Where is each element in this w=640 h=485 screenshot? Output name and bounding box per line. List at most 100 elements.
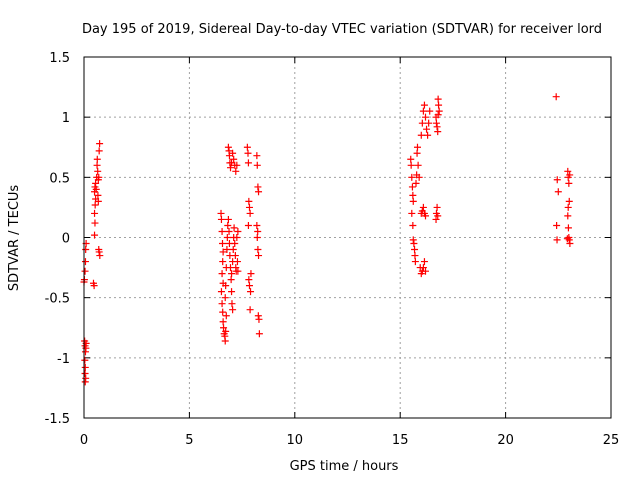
data-point [224,215,232,223]
data-point [554,188,562,196]
data-point [95,173,103,181]
data-point [409,236,417,244]
data-point [424,131,432,139]
data-point [95,248,103,256]
data-point [255,330,263,338]
y-tick-label: 1 [62,111,70,126]
y-axis-label: SDTVAR / TECUs [7,185,22,292]
data-point [81,267,89,275]
x-tick-label: 5 [185,433,193,448]
data-point [227,164,235,172]
y-tick-label: 0 [62,232,70,247]
data-point [564,212,572,220]
data-point [229,306,237,314]
y-tick-label: -1 [57,352,70,367]
data-point [411,252,419,260]
data-point [228,270,236,278]
data-point [255,252,263,260]
data-point [410,240,418,248]
y-tick-label: -1.5 [45,412,70,427]
data-point [91,201,99,209]
axis-tick-labels: 0 5 10 15 20 25 -1.5 -1 -0.5 0 0.5 1 1.5 [45,51,620,448]
data-point [255,315,263,323]
data-point [434,95,442,103]
data-point [419,107,427,115]
data-point [435,107,443,115]
data-point [434,111,442,119]
data-point [90,282,98,290]
data-point [232,267,240,275]
x-tick-label: 15 [392,433,409,448]
data-point [414,161,422,169]
data-point [221,337,229,345]
data-point [433,123,441,131]
data-point [82,246,90,254]
data-point [233,161,241,169]
data-point [96,140,104,148]
data-point [218,300,226,308]
data-point [91,209,99,217]
data-point [564,224,572,232]
data-point [222,282,230,290]
data-point [244,159,252,167]
data-point [227,276,235,284]
data-point [92,185,100,193]
y-tick-label: -0.5 [45,292,70,307]
data-point [553,176,561,184]
data-point [415,173,423,181]
data-point [81,363,89,371]
data-point [421,113,429,121]
data-point [219,308,227,316]
data-point [217,215,225,223]
data-point [432,119,440,127]
data-point [407,155,415,163]
data-point [229,149,237,157]
data-point [233,258,241,266]
data-point [246,209,254,217]
data-point [434,212,442,220]
data-point [409,197,417,205]
data-point [218,227,226,235]
data-point [243,143,251,151]
data-point [407,161,415,169]
plot-frame [83,56,612,419]
data-point [254,312,262,320]
data-point [245,282,253,290]
data-point [222,312,230,320]
data-point [426,107,434,115]
data-point [219,248,227,256]
data-point [232,167,240,175]
data-point [231,240,239,248]
data-point [413,149,421,157]
data-point [419,264,427,272]
data-points [80,93,574,386]
data-point [81,378,89,386]
data-point [231,252,239,260]
data-point [421,267,429,275]
data-point [563,235,571,243]
data-point [564,167,572,175]
data-point [408,173,416,181]
data-point [233,234,241,241]
x-tick-label: 25 [603,433,620,448]
data-point [228,288,236,296]
x-tick-label: 0 [80,433,88,448]
data-point [234,227,242,235]
data-point [81,369,89,377]
data-point [420,258,428,266]
data-point [409,191,417,199]
data-point [408,183,416,191]
data-point [245,197,253,205]
data-point [418,119,426,127]
data-point [219,258,227,266]
data-point [94,167,102,175]
x-tick-label: 20 [497,433,514,448]
data-point [409,221,417,229]
data-point [425,119,433,127]
data-point [229,246,237,254]
data-point [218,270,226,278]
data-point [223,246,231,254]
data-point [96,252,104,260]
data-point [93,155,101,163]
